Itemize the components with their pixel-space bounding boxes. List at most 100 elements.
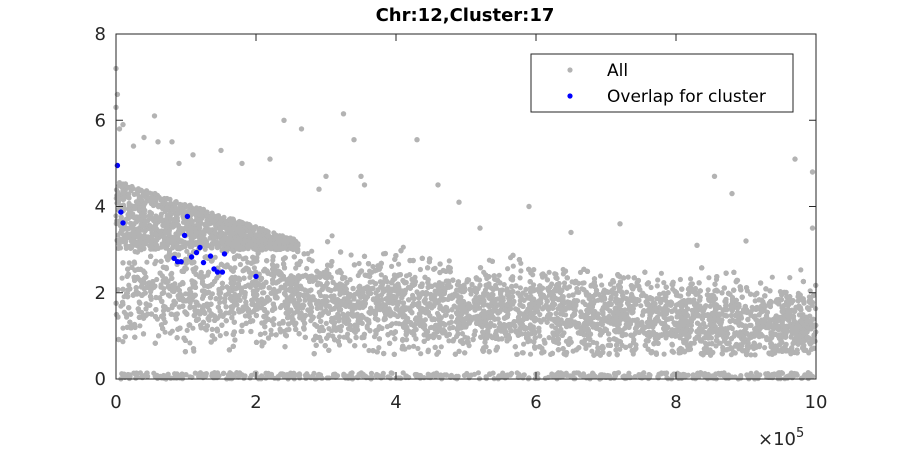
data-point-all bbox=[209, 326, 215, 332]
data-point-all bbox=[411, 343, 417, 349]
data-point-all bbox=[661, 280, 667, 286]
data-point-all bbox=[417, 266, 423, 273]
chart-title: Chr:12,Cluster:17 bbox=[376, 5, 555, 26]
data-point-all bbox=[212, 254, 218, 260]
data-point-all bbox=[655, 277, 661, 283]
data-point-all bbox=[613, 347, 619, 353]
data-point-all bbox=[581, 280, 587, 286]
data-point-all bbox=[574, 285, 580, 292]
data-point-all bbox=[510, 263, 516, 269]
data-point-all bbox=[678, 293, 684, 299]
data-point-all bbox=[120, 339, 126, 345]
data-point-all bbox=[583, 345, 589, 351]
data-point-all bbox=[190, 325, 196, 331]
data-point-all bbox=[329, 233, 335, 239]
data-point-all bbox=[284, 327, 290, 333]
data-point-all bbox=[546, 335, 552, 341]
data-point-all bbox=[262, 330, 268, 336]
data-point-all bbox=[217, 295, 223, 301]
data-point-all bbox=[728, 352, 735, 358]
data-point-all bbox=[418, 351, 424, 357]
data-point-all bbox=[165, 292, 171, 298]
data-point-all bbox=[316, 314, 322, 320]
data-point-all bbox=[518, 268, 524, 274]
data-point-all bbox=[537, 333, 543, 339]
data-point-all bbox=[688, 276, 694, 282]
data-point-all bbox=[546, 269, 552, 275]
data-point-all bbox=[261, 340, 267, 346]
data-point-all bbox=[123, 311, 129, 317]
data-point-all bbox=[352, 329, 358, 335]
data-point-all bbox=[126, 260, 132, 266]
data-point-all bbox=[367, 279, 373, 285]
data-point-all bbox=[764, 337, 770, 343]
data-point-all bbox=[527, 351, 534, 357]
data-point-all bbox=[144, 259, 150, 265]
data-point-all bbox=[432, 288, 438, 294]
data-point-all bbox=[796, 312, 803, 318]
data-point-all bbox=[629, 291, 635, 297]
data-point-all bbox=[137, 323, 143, 329]
data-point-all bbox=[654, 283, 660, 289]
data-point-all bbox=[661, 351, 667, 357]
data-point-all bbox=[517, 275, 523, 281]
data-point-all bbox=[415, 345, 421, 352]
data-point-all bbox=[597, 273, 604, 279]
data-point-all bbox=[126, 282, 132, 288]
data-point-all bbox=[293, 265, 299, 271]
data-point-all bbox=[798, 267, 804, 273]
data-point-all bbox=[376, 345, 382, 351]
data-point-all bbox=[389, 263, 395, 269]
data-point-all bbox=[446, 338, 452, 344]
data-point-all bbox=[728, 312, 734, 319]
data-point-all bbox=[323, 320, 329, 326]
data-point-all bbox=[237, 261, 243, 268]
data-point-all bbox=[521, 341, 527, 347]
data-point-all bbox=[347, 277, 353, 283]
data-point-all bbox=[184, 248, 190, 254]
data-point-all bbox=[486, 304, 493, 310]
data-point-all bbox=[153, 258, 159, 264]
data-point-all bbox=[514, 351, 520, 357]
data-point-all bbox=[271, 322, 277, 328]
data-point-all bbox=[337, 334, 343, 340]
data-point-all bbox=[162, 329, 168, 335]
data-point-all bbox=[677, 276, 684, 283]
data-point-all bbox=[404, 337, 410, 343]
data-point-all bbox=[302, 297, 308, 303]
data-point-all bbox=[403, 273, 410, 279]
data-point-all bbox=[566, 293, 572, 299]
data-point-all bbox=[345, 331, 351, 337]
data-point-all bbox=[217, 333, 223, 339]
data-point-all bbox=[309, 248, 315, 254]
data-point-all bbox=[748, 322, 754, 328]
data-point-all bbox=[553, 310, 559, 317]
data-point-all bbox=[370, 263, 376, 270]
data-point-all bbox=[132, 260, 138, 266]
data-point-all bbox=[184, 327, 190, 333]
data-point-all bbox=[658, 270, 665, 276]
data-point-all bbox=[638, 303, 644, 309]
data-point-all bbox=[806, 294, 813, 300]
data-point-all bbox=[348, 252, 354, 258]
data-point-all bbox=[493, 282, 499, 288]
data-point-all bbox=[625, 274, 631, 280]
data-point-all bbox=[326, 326, 332, 332]
data-point-all bbox=[268, 327, 274, 333]
data-point-all bbox=[447, 325, 453, 331]
data-point-all bbox=[705, 287, 711, 293]
data-point-all bbox=[787, 275, 793, 281]
data-point-all bbox=[501, 282, 507, 288]
data-point-all bbox=[268, 331, 274, 337]
data-point-all bbox=[706, 275, 712, 281]
data-point-all bbox=[115, 287, 121, 293]
data-point-all bbox=[167, 330, 173, 336]
data-point-all bbox=[304, 265, 310, 272]
data-point-all bbox=[171, 251, 177, 257]
data-point-all bbox=[577, 269, 584, 275]
data-point-all bbox=[594, 340, 600, 346]
data-point-all bbox=[370, 285, 376, 291]
data-point-all bbox=[769, 274, 775, 280]
data-point-all bbox=[187, 340, 193, 346]
